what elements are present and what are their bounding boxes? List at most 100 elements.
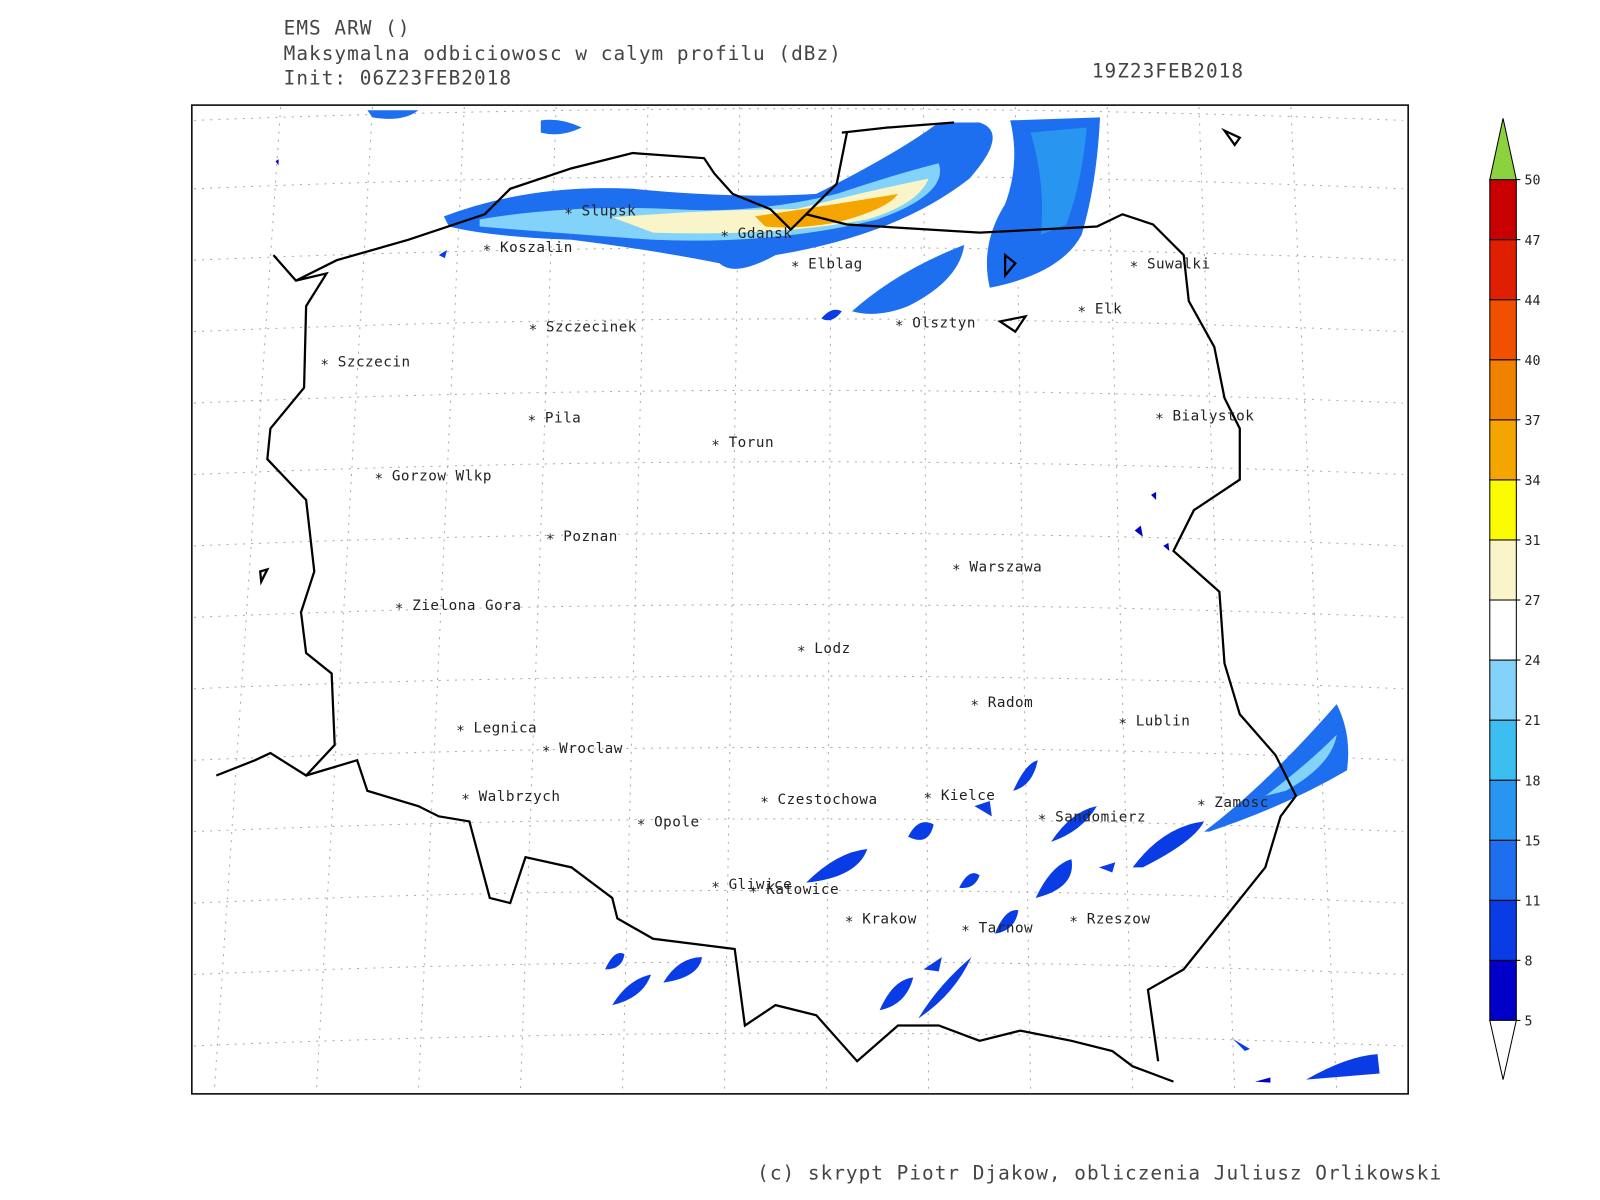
colorbar-bin (1489, 899, 1517, 961)
colorbar-label: 37 (1524, 414, 1540, 429)
city-marker: * (711, 438, 720, 454)
city-marker: * (461, 792, 470, 808)
city-name: Olsztyn (912, 316, 976, 332)
colorbar-label: 34 (1524, 474, 1540, 489)
footer: (c) skrypt Piotr Djakow, obliczenia Juli… (757, 1162, 1442, 1185)
city-marker: * (1038, 812, 1047, 828)
reflectivity (275, 110, 1380, 1083)
city-marker: * (1130, 259, 1139, 275)
colorbar-label: 27 (1524, 594, 1540, 609)
city-name: Tarnow (979, 921, 1034, 937)
city-name: Lublin (1136, 714, 1191, 730)
city-marker: * (711, 880, 720, 896)
city-marker: * (529, 323, 538, 339)
colorbar-bin (1489, 359, 1517, 421)
colorbar-label: 50 (1524, 174, 1540, 189)
colorbar-under (1489, 1019, 1517, 1080)
city-name: Rzeszow (1087, 911, 1151, 927)
city-name: Torun (729, 435, 775, 451)
city-name: Czestochowa (778, 792, 878, 808)
colorbar-bin (1489, 659, 1517, 721)
city-marker: * (749, 885, 758, 901)
valid-time: 19Z23FEB2018 (1092, 60, 1244, 83)
city-name: Poznan (563, 529, 618, 545)
city-name: Elk (1095, 301, 1122, 317)
city-marker: * (542, 744, 551, 760)
colorbar-label: 21 (1524, 714, 1540, 729)
city-name: Kielce (941, 788, 996, 804)
city-marker: * (320, 357, 329, 373)
city-marker: * (374, 472, 383, 488)
city-name: Pila (545, 410, 581, 426)
colorbar-label: 8 (1524, 954, 1532, 969)
city-name: Elblag (808, 256, 863, 272)
city-labels: * Slupsk * Koszalin * Gdansk * Elblag * Suwalki * E… (320, 203, 1268, 939)
colorbar-label: 11 (1524, 894, 1540, 909)
city-marker: * (1197, 798, 1206, 814)
city-name: Zamosc (1214, 795, 1269, 811)
colorbar-bin (1489, 179, 1517, 241)
city-name: Walbrzych (479, 789, 561, 805)
city-name: Szczecinek (546, 320, 637, 336)
city-marker: * (791, 259, 800, 275)
city-marker: * (961, 924, 970, 940)
city-name: Gliwice (729, 877, 793, 893)
city-name: Opole (654, 815, 700, 831)
borders (215, 121, 1298, 1083)
colorbar-bin (1489, 419, 1517, 481)
city-marker: * (845, 915, 854, 931)
colorbar-bin (1489, 299, 1517, 361)
colorbar-bin (1489, 539, 1517, 601)
city-name: Gdansk (738, 226, 793, 242)
colorbar-label: 47 (1524, 234, 1540, 249)
colorbar-bin (1489, 959, 1517, 1021)
grid (193, 107, 1404, 1092)
city-name: Gorzow Wlkp (392, 469, 492, 485)
map-frame (191, 104, 1409, 1095)
colorbar: 5 8 11 15 18 21 24 27 31 34 37 40 44 47 50 (1489, 118, 1540, 1080)
colorbar-label: 31 (1524, 534, 1540, 549)
city-marker: * (637, 818, 646, 834)
city-marker: * (797, 644, 806, 660)
city-name: Warszawa (969, 559, 1042, 575)
colorbar-label: 24 (1524, 654, 1540, 669)
city-marker: * (923, 791, 932, 807)
colorbar-bin (1489, 719, 1517, 781)
init-time: Init: 06Z23FEB2018 (284, 67, 512, 90)
city-name: Koszalin (500, 240, 573, 256)
field-title: Maksymalna odbiciowosc w calym profilu (… (284, 42, 842, 65)
colorbar-bin (1489, 479, 1517, 541)
city-name: Sandomierz (1055, 809, 1146, 825)
city-name: Slupsk (582, 203, 637, 219)
city-marker: * (720, 229, 729, 245)
city-name: Radom (988, 695, 1034, 711)
city-marker: * (1155, 411, 1164, 427)
city-marker: * (760, 795, 769, 811)
city-marker: * (970, 698, 979, 714)
colorbar-bin (1489, 599, 1517, 661)
city-marker: * (1078, 304, 1087, 320)
city-marker: * (528, 414, 537, 430)
city-name: Suwalki (1147, 256, 1211, 272)
colorbar-label: 5 (1524, 1015, 1532, 1030)
city-marker: * (483, 243, 492, 259)
city-name: Szczecin (338, 354, 411, 370)
city-marker: * (895, 319, 904, 335)
colorbar-label: 44 (1524, 294, 1540, 309)
city-marker: * (546, 532, 555, 548)
city-name: Wroclaw (559, 741, 623, 757)
city-marker: * (1118, 717, 1127, 733)
city-marker: * (1069, 915, 1078, 931)
city-marker: * (395, 601, 404, 617)
city-marker: * (564, 206, 573, 222)
model-title: EMS ARW () (284, 17, 411, 40)
colorbar-label: 15 (1524, 834, 1540, 849)
city-marker: * (456, 724, 465, 740)
city-name: Zielona Gora (412, 598, 521, 614)
colorbar-over (1489, 118, 1517, 181)
colorbar-bin (1489, 779, 1517, 841)
colorbar-bin (1489, 839, 1517, 901)
city-name: Katowice (766, 882, 839, 898)
city-marker: * (952, 562, 961, 578)
